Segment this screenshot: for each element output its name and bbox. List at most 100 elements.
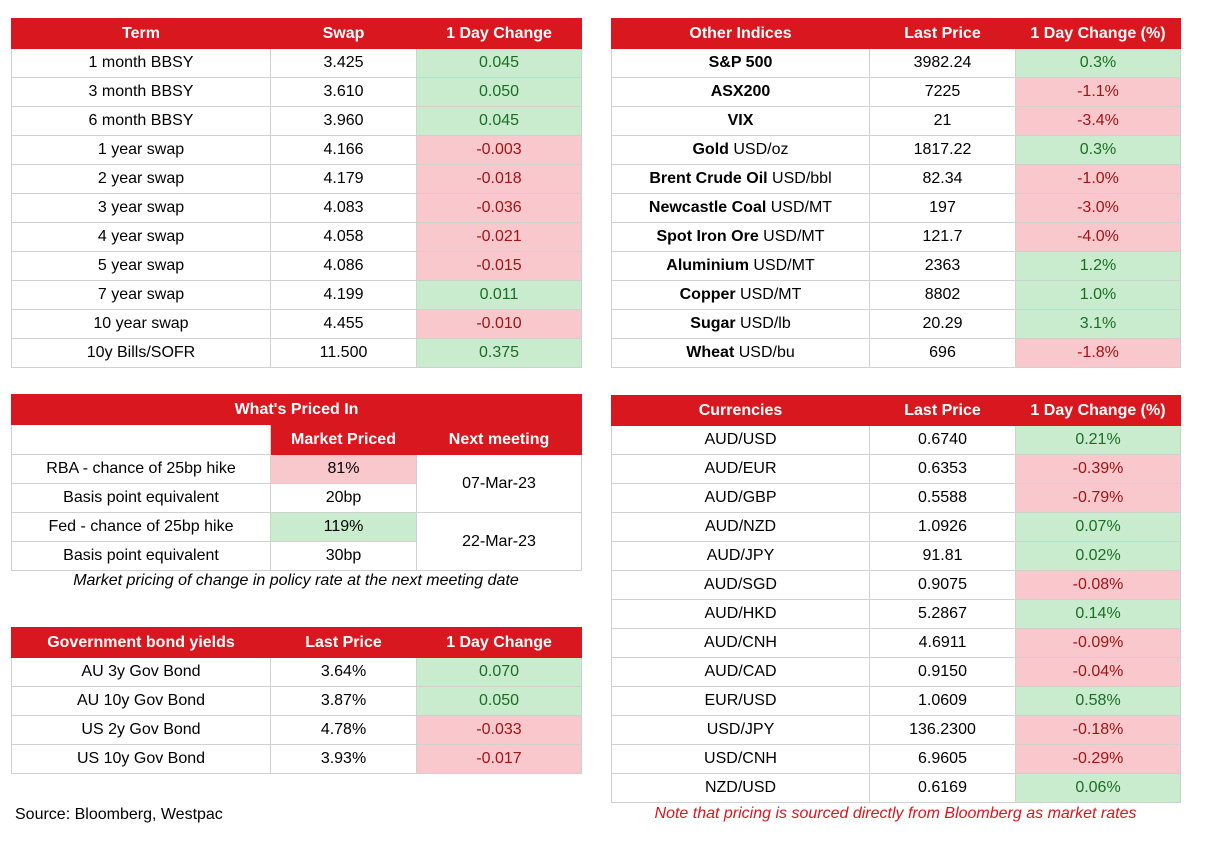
- index-name: Brent Crude Oil: [649, 170, 768, 187]
- bond-change: 0.070: [416, 657, 582, 687]
- currency-change: -0.04%: [1015, 657, 1181, 687]
- currency-change: -0.79%: [1015, 483, 1181, 513]
- currency-row: AUD/NZD 1.0926 0.07%: [611, 512, 1181, 542]
- currency-pair: AUD/HKD: [611, 599, 870, 629]
- swap-value: 4.083: [270, 193, 417, 223]
- currency-pair: AUD/SGD: [611, 570, 870, 600]
- currencies-table: Currencies Last Price 1 Day Change (%) A…: [611, 395, 1181, 803]
- currency-price: 0.9150: [869, 657, 1016, 687]
- index-row: VIX 21 -3.4%: [611, 106, 1181, 136]
- index-change: -3.4%: [1015, 106, 1181, 136]
- currency-price: 1.0926: [869, 512, 1016, 542]
- currency-change: -0.08%: [1015, 570, 1181, 600]
- index-name-cell: Spot Iron Ore USD/MT: [611, 222, 870, 252]
- priced-header-market: Market Priced: [270, 424, 417, 455]
- currency-price: 0.9075: [869, 570, 1016, 600]
- index-unit: USD/MT: [766, 199, 833, 216]
- swaps-header-row: Term Swap 1 Day Change: [11, 18, 582, 49]
- bonds-table: Government bond yields Last Price 1 Day …: [11, 627, 582, 774]
- index-price: 21: [869, 106, 1016, 136]
- indices-header-row: Other Indices Last Price 1 Day Change (%…: [611, 18, 1181, 49]
- swap-value: 3.960: [270, 106, 417, 136]
- index-row: Sugar USD/lb 20.29 3.1%: [611, 309, 1181, 339]
- index-change: 1.0%: [1015, 280, 1181, 310]
- currency-row: AUD/USD 0.6740 0.21%: [611, 425, 1181, 455]
- swaps-header-swap: Swap: [270, 18, 417, 49]
- swap-row: 6 month BBSY 3.960 0.045: [11, 106, 582, 136]
- pricing-note: Note that pricing is sourced directly fr…: [654, 805, 1137, 822]
- swap-term: 4 year swap: [11, 222, 271, 252]
- currency-row: AUD/CNH 4.6911 -0.09%: [611, 628, 1181, 658]
- swaps-header-change: 1 Day Change: [416, 18, 582, 49]
- swap-change: -0.018: [416, 164, 582, 194]
- index-name-cell: Copper USD/MT: [611, 280, 870, 310]
- currency-pair: AUD/NZD: [611, 512, 870, 542]
- swap-change: 0.045: [416, 106, 582, 136]
- index-price: 82.34: [869, 164, 1016, 194]
- index-name-cell: Newcastle Coal USD/MT: [611, 193, 870, 223]
- swap-row: 10 year swap 4.455 -0.010: [11, 309, 582, 339]
- bond-name: US 2y Gov Bond: [11, 715, 271, 745]
- indices-body: S&P 500 3982.24 0.3% ASX200 7225 -1.1% VIX 21 -3…: [611, 48, 1181, 368]
- index-price: 3982.24: [869, 48, 1016, 78]
- index-change: -4.0%: [1015, 222, 1181, 252]
- bond-price: 3.93%: [270, 744, 417, 774]
- index-price: 121.7: [869, 222, 1016, 252]
- bond-price: 3.64%: [270, 657, 417, 687]
- currency-pair: AUD/JPY: [611, 541, 870, 571]
- priced-label: RBA - chance of 25bp hike: [11, 454, 271, 484]
- currencies-header-change: 1 Day Change (%): [1015, 395, 1181, 426]
- swap-value: 4.058: [270, 222, 417, 252]
- swap-change: 0.011: [416, 280, 582, 310]
- priced-value: 119%: [270, 512, 417, 542]
- bond-name: AU 10y Gov Bond: [11, 686, 271, 716]
- priced-row: Basis point equivalent 30bp: [11, 541, 582, 571]
- indices-header-price: Last Price: [869, 18, 1016, 49]
- index-change: -3.0%: [1015, 193, 1181, 223]
- bond-name: AU 3y Gov Bond: [11, 657, 271, 687]
- indices-header-name: Other Indices: [611, 18, 870, 49]
- index-row: Brent Crude Oil USD/bbl 82.34 -1.0%: [611, 164, 1181, 194]
- bond-change: -0.017: [416, 744, 582, 774]
- index-row: ASX200 7225 -1.1%: [611, 77, 1181, 107]
- index-unit: USD/MT: [748, 257, 815, 274]
- currency-pair: USD/JPY: [611, 715, 870, 745]
- currency-price: 0.5588: [869, 483, 1016, 513]
- index-price: 2363: [869, 251, 1016, 281]
- currency-pair: AUD/USD: [611, 425, 870, 455]
- currency-price: 91.81: [869, 541, 1016, 571]
- index-row: Aluminium USD/MT 2363 1.2%: [611, 251, 1181, 281]
- bonds-header-price: Last Price: [270, 627, 417, 658]
- indices-header-change: 1 Day Change (%): [1015, 18, 1181, 49]
- swap-term: 10 year swap: [11, 309, 271, 339]
- bond-price: 4.78%: [270, 715, 417, 745]
- currency-price: 136.2300: [869, 715, 1016, 745]
- index-change: -1.1%: [1015, 77, 1181, 107]
- currency-row: EUR/USD 1.0609 0.58%: [611, 686, 1181, 716]
- bonds-header-change: 1 Day Change: [416, 627, 582, 658]
- priced-meeting-rba: 07-Mar-23: [416, 454, 582, 513]
- swap-change: 0.050: [416, 77, 582, 107]
- bond-change: -0.033: [416, 715, 582, 745]
- index-change: 1.2%: [1015, 251, 1181, 281]
- currency-price: 1.0609: [869, 686, 1016, 716]
- swap-row: 7 year swap 4.199 0.011: [11, 280, 582, 310]
- bonds-header-row: Government bond yields Last Price 1 Day …: [11, 627, 582, 658]
- bond-change: 0.050: [416, 686, 582, 716]
- index-price: 20.29: [869, 309, 1016, 339]
- index-change: -1.0%: [1015, 164, 1181, 194]
- swap-change: 0.375: [416, 338, 582, 368]
- swap-value: 11.500: [270, 338, 417, 368]
- index-row: S&P 500 3982.24 0.3%: [611, 48, 1181, 78]
- index-name-cell: ASX200: [611, 77, 870, 107]
- currency-change: -0.18%: [1015, 715, 1181, 745]
- currency-pair: AUD/CAD: [611, 657, 870, 687]
- currency-change: -0.09%: [1015, 628, 1181, 658]
- index-price: 696: [869, 338, 1016, 368]
- bonds-body: AU 3y Gov Bond 3.64% 0.070 AU 10y Gov Bond 3…: [11, 657, 582, 774]
- index-name-cell: Brent Crude Oil USD/bbl: [611, 164, 870, 194]
- swap-row: 3 year swap 4.083 -0.036: [11, 193, 582, 223]
- index-row: Gold USD/oz 1817.22 0.3%: [611, 135, 1181, 165]
- currencies-header-row: Currencies Last Price 1 Day Change (%): [611, 395, 1181, 426]
- swap-value: 4.166: [270, 135, 417, 165]
